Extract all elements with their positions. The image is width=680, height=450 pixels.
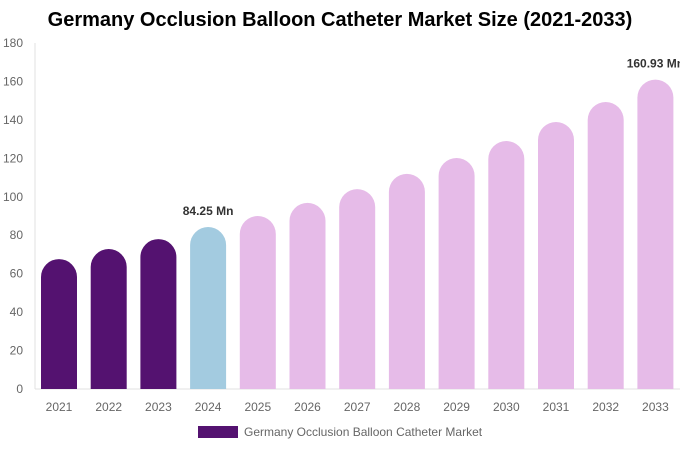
bar-2022 xyxy=(90,249,127,389)
x-tick-label: 2024 xyxy=(195,400,222,414)
bar-2025 xyxy=(239,216,276,389)
legend-label: Germany Occlusion Balloon Catheter Marke… xyxy=(244,425,483,439)
legend-swatch xyxy=(198,426,238,438)
y-tick-label: 80 xyxy=(10,228,24,242)
data-label: 160.93 Mn xyxy=(627,57,680,71)
bar-2021 xyxy=(41,259,77,389)
y-tick-label: 120 xyxy=(3,151,23,165)
x-tick-label: 2030 xyxy=(493,400,520,414)
bar-2029 xyxy=(438,157,475,389)
y-tick-label: 180 xyxy=(3,36,23,50)
y-tick-label: 100 xyxy=(3,190,23,204)
data-label: 84.25 Mn xyxy=(183,204,234,218)
bar-2033 xyxy=(637,79,674,390)
bar-2026 xyxy=(289,202,326,389)
x-tick-label: 2033 xyxy=(642,400,669,414)
x-tick-label: 2029 xyxy=(443,400,470,414)
x-tick-label: 2022 xyxy=(95,400,122,414)
x-tick-label: 2031 xyxy=(543,400,570,414)
x-tick-label: 2026 xyxy=(294,400,321,414)
bar-2032 xyxy=(587,102,624,390)
x-tick-label: 2032 xyxy=(592,400,619,414)
y-tick-label: 0 xyxy=(16,382,23,396)
y-tick-label: 40 xyxy=(10,305,24,319)
bar-2024 xyxy=(190,227,227,389)
y-tick-label: 140 xyxy=(3,113,23,127)
bar-2028 xyxy=(388,173,425,389)
y-tick-label: 160 xyxy=(3,74,23,88)
x-tick-label: 2023 xyxy=(145,400,172,414)
bar-2027 xyxy=(339,189,376,389)
bar-2031 xyxy=(538,122,574,389)
chart-title: Germany Occlusion Balloon Catheter Marke… xyxy=(47,9,633,31)
y-tick-label: 60 xyxy=(10,267,24,281)
legend: Germany Occlusion Balloon Catheter Marke… xyxy=(198,425,482,439)
x-tick-label: 2021 xyxy=(46,400,73,414)
y-tick-label: 20 xyxy=(10,344,24,358)
x-tick-label: 2027 xyxy=(344,400,371,414)
bar-2030 xyxy=(488,141,525,389)
x-tick-label: 2025 xyxy=(244,400,271,414)
x-tick-label: 2028 xyxy=(394,400,421,414)
bar-2023 xyxy=(140,239,177,389)
